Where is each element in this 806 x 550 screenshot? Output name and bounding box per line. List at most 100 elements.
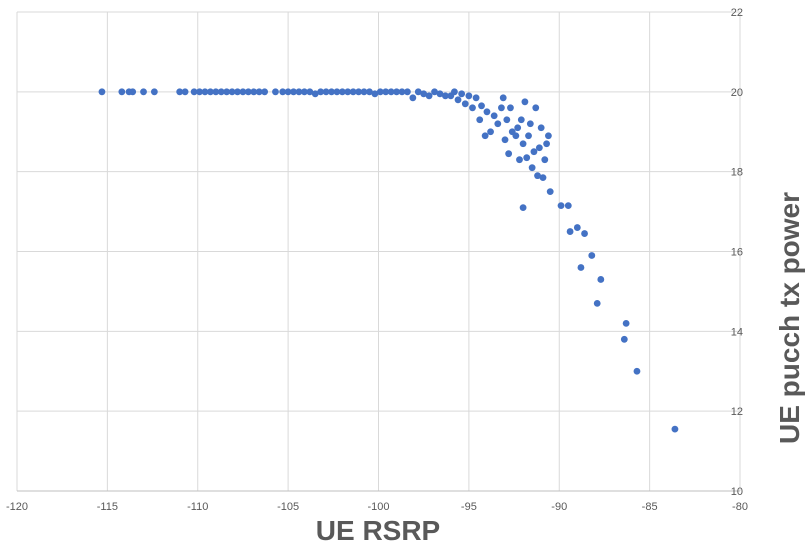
x-tick-label: -95	[461, 501, 477, 513]
data-point	[387, 88, 395, 96]
data-point	[514, 124, 522, 132]
data-point	[190, 88, 198, 96]
data-point	[255, 88, 263, 96]
data-point	[566, 228, 574, 235]
data-point	[532, 104, 540, 112]
data-point	[545, 132, 552, 140]
data-point	[306, 88, 314, 96]
data-point	[382, 88, 390, 96]
data-point	[118, 88, 126, 96]
data-point	[217, 88, 225, 96]
x-tick-label: -115	[97, 501, 118, 513]
x-axis-title: UE RSRP	[316, 515, 440, 546]
data-point	[557, 202, 565, 209]
data-point	[207, 88, 214, 96]
data-point	[344, 88, 352, 96]
data-point	[338, 88, 346, 96]
data-point	[490, 112, 498, 120]
data-point	[481, 132, 489, 140]
data-point	[461, 100, 469, 108]
data-point	[425, 92, 433, 100]
data-point	[201, 88, 209, 96]
data-point	[528, 164, 536, 172]
data-point	[588, 252, 596, 259]
data-point	[472, 94, 480, 102]
y-tick-label: 10	[731, 486, 743, 498]
x-tick-label: -80	[732, 501, 748, 513]
data-point	[333, 88, 341, 96]
data-point	[465, 92, 473, 100]
y-tick-label: 12	[731, 406, 743, 418]
data-point	[577, 264, 585, 271]
data-point	[272, 88, 279, 96]
data-point	[295, 88, 303, 96]
data-point	[525, 132, 532, 140]
y-axis-title: UE pucch tx power	[774, 192, 805, 444]
data-point	[517, 116, 525, 124]
data-point	[311, 90, 319, 98]
data-point	[519, 140, 527, 148]
data-point	[393, 88, 400, 96]
data-point	[573, 224, 581, 231]
data-point	[494, 120, 502, 128]
data-point	[140, 88, 147, 96]
data-point	[431, 88, 438, 96]
data-point	[290, 88, 297, 96]
data-point	[458, 90, 466, 98]
data-point	[349, 88, 357, 96]
data-point	[181, 88, 189, 96]
data-point	[622, 319, 630, 327]
data-point	[516, 156, 523, 164]
data-point	[212, 88, 220, 96]
data-point	[300, 88, 308, 96]
data-point	[223, 88, 231, 96]
data-point	[239, 88, 247, 96]
data-point	[98, 88, 106, 96]
data-point	[441, 92, 449, 100]
data-point	[279, 88, 287, 96]
data-point	[564, 202, 572, 209]
data-point	[469, 104, 476, 112]
data-point	[398, 88, 406, 96]
data-point	[505, 150, 513, 158]
x-tick-label: -105	[277, 501, 299, 513]
y-tick-label: 16	[731, 247, 743, 259]
data-point	[328, 88, 335, 96]
data-point	[250, 88, 258, 96]
data-point	[633, 367, 641, 375]
data-point	[593, 299, 601, 307]
data-point	[228, 88, 236, 96]
data-point	[261, 88, 269, 96]
gridlines	[16, 11, 741, 492]
x-tick-label: -90	[551, 501, 567, 513]
data-point	[483, 108, 491, 116]
data-point	[501, 136, 509, 144]
y-tick-label: 20	[731, 87, 743, 99]
data-point	[507, 104, 514, 112]
data-point	[476, 116, 484, 124]
data-point	[451, 88, 458, 96]
data-point	[620, 335, 628, 343]
data-point	[503, 116, 511, 124]
data-point	[597, 276, 605, 283]
data-point	[535, 144, 543, 152]
data-point	[499, 94, 507, 102]
y-tick-label: 14	[731, 326, 743, 338]
data-point	[537, 124, 545, 132]
data-point	[414, 88, 422, 96]
data-point	[539, 174, 547, 182]
data-point	[478, 102, 485, 110]
data-point	[546, 188, 554, 196]
data-point	[498, 104, 505, 112]
data-point	[129, 88, 137, 96]
data-point	[526, 120, 534, 128]
x-tick-label: -110	[187, 501, 208, 513]
data-point	[487, 128, 494, 136]
x-tick-label: -100	[367, 501, 389, 513]
data-point	[436, 90, 444, 98]
data-point	[355, 88, 363, 96]
data-point	[530, 148, 538, 156]
data-point	[519, 204, 527, 211]
